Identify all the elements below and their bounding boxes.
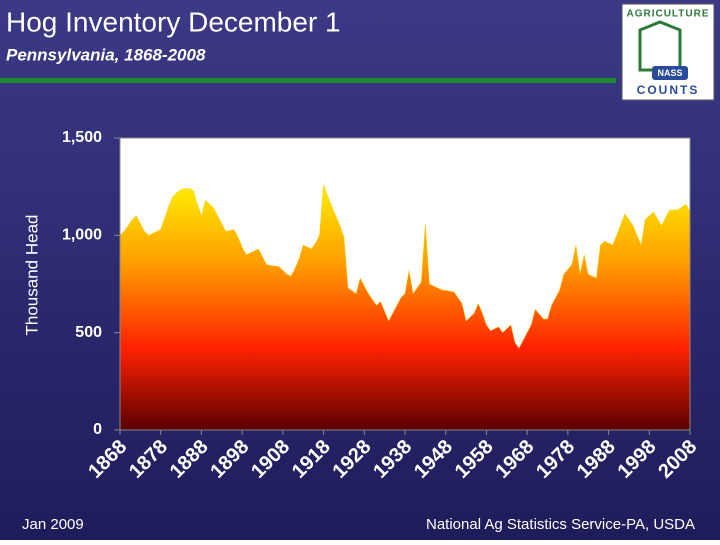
footer-right: National Ag Statistics Service-PA, USDA <box>426 516 695 533</box>
area <box>119 184 691 431</box>
logo-box <box>621 3 715 101</box>
logo-bottom-text: COUNTS <box>637 83 700 97</box>
plot-border <box>119 137 691 431</box>
y-tick-label: 500 <box>75 324 102 341</box>
title: Hog Inventory December 1 <box>6 6 341 37</box>
y-tick-label: 1,500 <box>62 129 102 146</box>
footer-left: Jan 2009 <box>22 516 84 533</box>
y-tick-label: 0 <box>93 421 102 438</box>
subtitle: Pennsylvania, 1868-2008 <box>6 45 206 64</box>
plot <box>114 137 691 435</box>
logo-badge-text: NASS <box>657 68 682 78</box>
logo-badge <box>652 66 688 80</box>
logo: NASS AGRICULTURE COUNTS <box>621 3 715 101</box>
logo-top-text: AGRICULTURE <box>626 9 709 20</box>
y-tick-label: 1,000 <box>62 227 102 244</box>
y-axis-label: Thousand Head <box>22 215 41 336</box>
header-rule <box>0 78 616 83</box>
